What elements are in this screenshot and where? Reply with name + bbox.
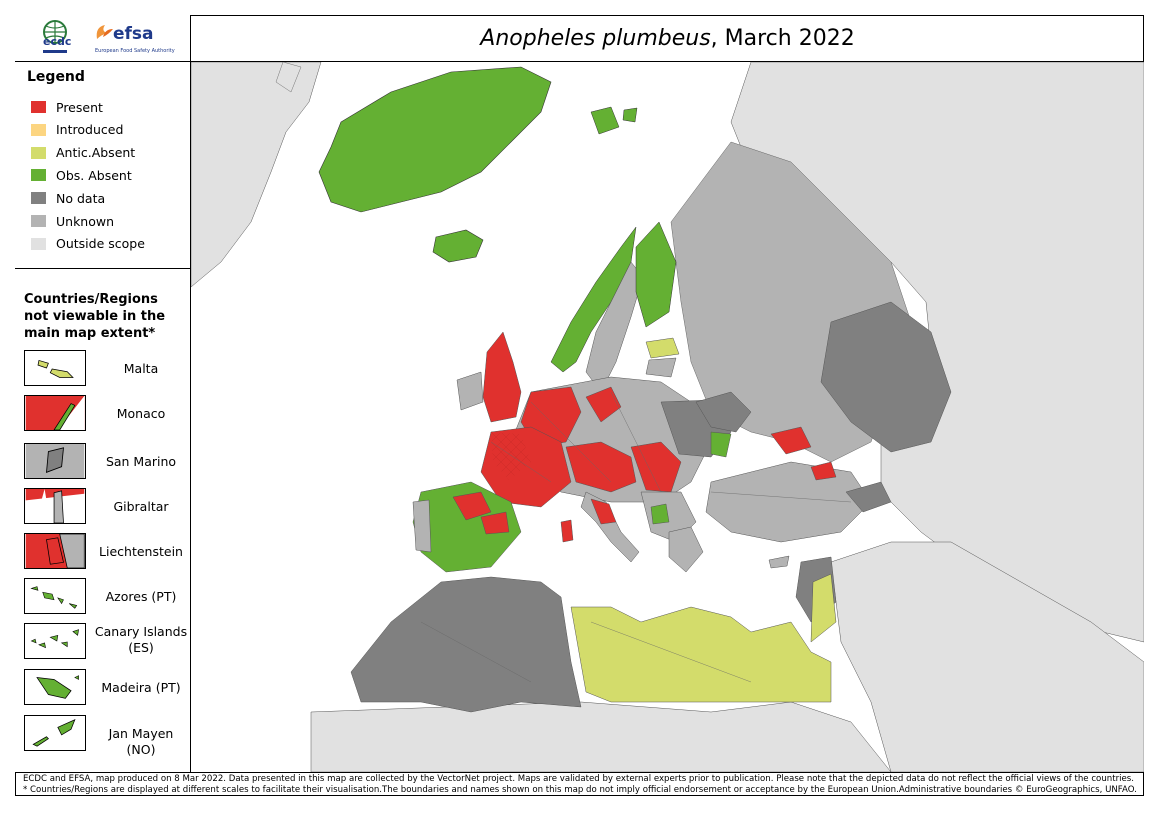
inset-liechtenstein: [24, 533, 86, 569]
inset-jan-mayen: [24, 715, 86, 751]
legend-swatch: [31, 123, 46, 136]
legend-title: Legend: [27, 69, 85, 85]
region-iceland: [432, 229, 484, 263]
region-label-san-marino: San Marino: [105, 454, 177, 469]
region-sardinia: [560, 519, 574, 543]
region-label-azores: Azores (PT): [105, 589, 177, 604]
ecdc-logo: [43, 20, 67, 53]
main-map[interactable]: [191, 62, 1144, 772]
region-outside-africa: [310, 701, 892, 772]
region-uk: [482, 331, 522, 423]
legend-label: Present: [56, 99, 103, 115]
region-svalbard: [590, 106, 620, 135]
region-label-canary-islands: Canary Islands (ES): [94, 624, 188, 655]
map-canvas: [191, 62, 1144, 772]
region-hungary-balkans: [630, 441, 682, 493]
legend-label: Outside scope: [56, 236, 145, 252]
region-outside-mideast: [830, 541, 1144, 772]
legend-label: Obs. Absent: [56, 167, 132, 183]
inset-azores: [24, 578, 86, 614]
inset-canary-islands: [24, 623, 86, 659]
region-label-jan-mayen: Jan Mayen (NO): [108, 726, 174, 757]
map-title: Anopheles plumbeus, March 2022: [191, 15, 1144, 62]
region-finland: [635, 221, 677, 328]
inset-san-marino: [24, 443, 86, 479]
footer-notes: ECDC and EFSA, map produced on 8 Mar 202…: [15, 772, 1144, 796]
region-portugal: [412, 499, 432, 553]
ecdc-logo-text: ecdc: [43, 35, 72, 48]
legend-item: Present: [31, 99, 103, 115]
legend-label: No data: [56, 190, 106, 206]
title-date: , March 2022: [710, 25, 855, 51]
inset-madeira: [24, 669, 86, 705]
region-turkey: [705, 461, 872, 543]
legend-item: Obs. Absent: [31, 167, 132, 183]
efsa-logo-mark: [96, 25, 113, 39]
region-caucasus: [845, 481, 892, 513]
region-label-madeira: Madeira (PT): [101, 680, 181, 695]
efsa-logo-subtext: European Food Safety Authority: [95, 48, 175, 54]
legend-label: Unknown: [56, 213, 115, 229]
legend-swatch: [31, 192, 46, 205]
region-label-malta: Malta: [123, 361, 159, 376]
footer-line-2: * Countries/Regions are displayed at dif…: [23, 785, 1137, 795]
region-moldova: [710, 431, 732, 458]
legend-item: Introduced: [31, 122, 124, 138]
legend-panel: Legend Present Introduced Antic.Absent Obs.…: [15, 62, 191, 269]
region-crimea: [770, 426, 812, 455]
legend-item: Unknown: [31, 213, 115, 229]
legend-item: Antic.Absent: [31, 145, 136, 161]
legend-label: Introduced: [56, 122, 124, 138]
legend-swatch: [31, 237, 46, 250]
region-greenland: [318, 66, 552, 213]
region-kazakhstan: [820, 301, 952, 453]
inset-gibraltar: [24, 488, 86, 524]
footer-line-1: ECDC and EFSA, map produced on 8 Mar 202…: [23, 774, 1134, 784]
legend-swatch: [31, 146, 46, 159]
region-libya-egypt: [570, 606, 832, 703]
regions-title: Countries/Regions not viewable in the ma…: [24, 292, 166, 341]
region-cyprus: [768, 555, 790, 569]
legend-swatch: [31, 215, 46, 227]
regions-panel: Countries/Regions not viewable in the ma…: [15, 269, 191, 772]
legend-swatch: [31, 169, 46, 182]
legend-item: No data: [31, 190, 106, 206]
inset-monaco: [24, 395, 86, 431]
region-ukraine: [695, 391, 752, 433]
region-outside-northamerica: [191, 62, 322, 288]
region-baltics: [645, 337, 680, 359]
region-label-monaco: Monaco: [116, 406, 166, 421]
region-label-gibraltar: Gibraltar: [113, 499, 169, 514]
region-israel-jordan: [810, 573, 837, 643]
efsa-logo-text: efsa: [113, 24, 154, 44]
legend-label: Antic.Absent: [56, 145, 136, 161]
region-greece: [668, 526, 704, 573]
title-species: Anopheles plumbeus: [480, 25, 711, 51]
inset-malta: [24, 350, 86, 386]
region-label-liechtenstein: Liechtenstein: [99, 544, 183, 559]
region-maghreb: [350, 576, 582, 713]
legend-swatch: [31, 101, 46, 113]
legend-item: Outside scope: [31, 236, 145, 252]
region-ireland: [456, 371, 484, 411]
logo-panel: ecdc efsa European Food Safety Authority: [15, 15, 191, 62]
